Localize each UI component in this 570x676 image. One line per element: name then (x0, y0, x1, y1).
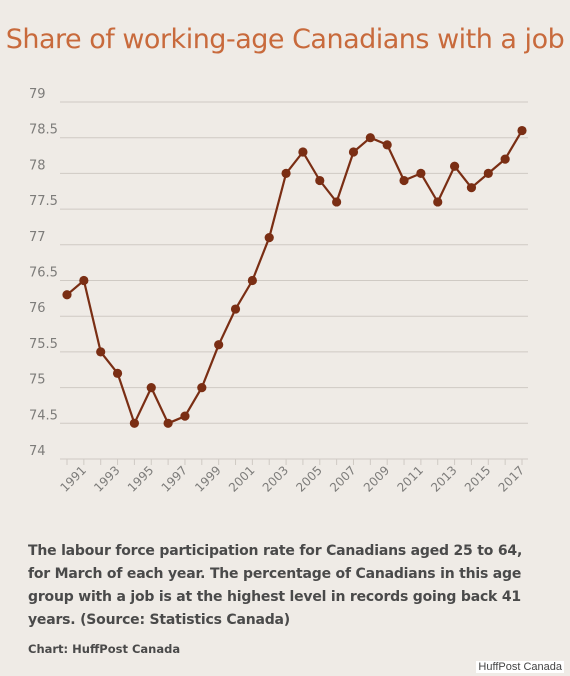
x-tick-label: 2013 (428, 463, 459, 494)
x-tick-label: 1993 (91, 463, 122, 494)
data-point (332, 197, 342, 207)
y-tick-label: 78 (29, 158, 46, 173)
data-point (416, 168, 426, 178)
x-tick-label: 2011 (395, 463, 426, 494)
data-point (298, 147, 308, 157)
x-tick-label: 2001 (226, 463, 257, 494)
data-point (129, 418, 140, 428)
data-point (365, 133, 375, 143)
y-tick-label: 75 (29, 373, 46, 388)
y-tick-label: 74 (29, 444, 46, 459)
x-tick-label: 2005 (293, 463, 324, 494)
x-tick-label: 2017 (496, 463, 527, 494)
x-tick-label: 1995 (125, 463, 156, 494)
data-point (62, 290, 72, 300)
y-axis-ticks: 74 74.5 75 75.5 76 76.5 77 77.5 78 78.5 79 (29, 87, 58, 459)
data-point (247, 275, 257, 286)
y-tick-label: 75.5 (29, 337, 58, 352)
data-point (197, 383, 207, 393)
x-axis-ticks: 1991 1993 1995 1997 1999 2001 2003 2005 2007 2009… (57, 459, 527, 495)
x-tick-label: 2007 (327, 463, 358, 494)
y-tick-label: 76.5 (29, 266, 58, 281)
data-point (214, 340, 224, 350)
gridlines (60, 101, 528, 460)
data-point (146, 383, 156, 393)
data-points (62, 125, 527, 428)
data-point (382, 140, 392, 150)
data-point (466, 183, 477, 193)
watermark: HuffPost Canada (476, 661, 564, 673)
x-tick-label: 1997 (159, 463, 190, 494)
data-point (399, 175, 409, 186)
x-tick-label: 2015 (462, 463, 493, 494)
data-point (517, 125, 527, 136)
data-point (264, 233, 274, 243)
x-tick-label: 1999 (192, 463, 223, 494)
y-tick-label: 76 (29, 301, 46, 316)
y-tick-label: 79 (29, 87, 46, 102)
x-tick-label: 1991 (57, 463, 88, 494)
data-point (483, 168, 493, 178)
x-tick-label: 2003 (260, 463, 291, 494)
y-tick-label: 74.5 (29, 408, 58, 423)
chart-caption: The labour force participation rate for … (28, 543, 523, 628)
data-point (348, 147, 359, 157)
y-tick-label: 77.5 (29, 194, 58, 209)
y-tick-label: 77 (29, 230, 46, 245)
data-point (180, 411, 190, 421)
data-point (163, 418, 173, 428)
chart-credit: Chart: HuffPost Canada (28, 642, 181, 656)
data-point (500, 154, 510, 164)
data-point (449, 161, 460, 171)
series-line (66, 130, 523, 425)
data-point (433, 197, 443, 207)
data-point (230, 304, 241, 314)
data-point (79, 275, 89, 286)
data-point (281, 168, 291, 178)
y-tick-label: 78.5 (29, 123, 58, 138)
data-point (96, 347, 106, 357)
data-point (112, 368, 123, 378)
data-point (315, 175, 325, 186)
x-tick-label: 2009 (361, 463, 392, 494)
chart-title: Share of working-age Canadians with a jo… (5, 24, 565, 55)
